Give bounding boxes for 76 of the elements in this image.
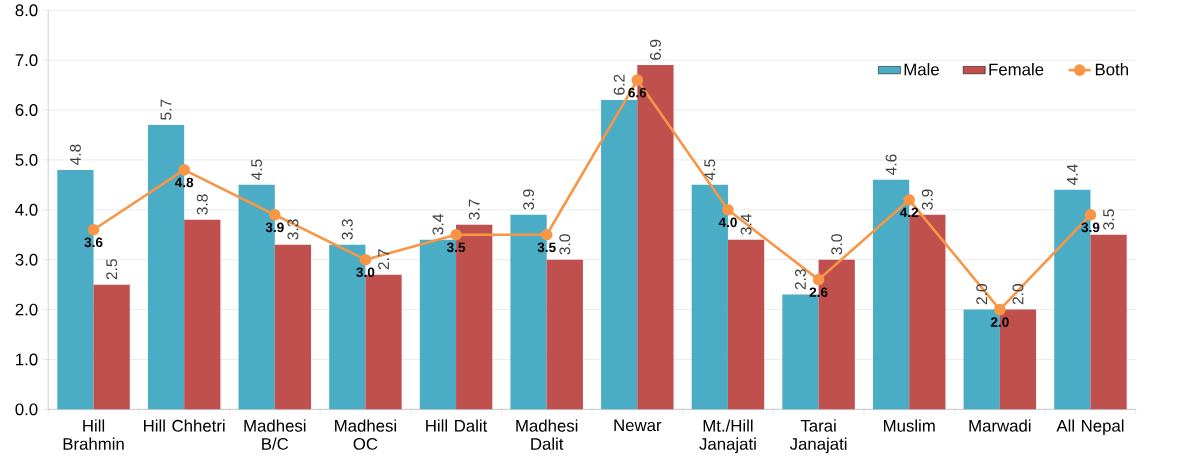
data-label: 4.6 bbox=[885, 154, 897, 175]
data-label: 3.4 bbox=[740, 213, 752, 235]
data-label: 2.6 bbox=[809, 287, 828, 297]
x-tick-label: Madhesi OC bbox=[335, 419, 397, 450]
y-tick-label: 6.0 bbox=[15, 103, 38, 116]
data-label: 2.3 bbox=[794, 268, 806, 290]
data-label: 3.7 bbox=[468, 199, 480, 220]
y-tick-label: 4.0 bbox=[15, 203, 38, 216]
x-tick-label: Madhesi B/C bbox=[244, 419, 306, 450]
legend-label: Both bbox=[1095, 62, 1128, 76]
y-tick-label: 3.0 bbox=[15, 253, 38, 266]
x-tick-label: Hill Dalit bbox=[426, 419, 488, 432]
data-label: 3.3 bbox=[341, 219, 353, 240]
data-label: 4.8 bbox=[174, 177, 194, 188]
point bbox=[903, 193, 916, 206]
bar bbox=[184, 219, 221, 410]
y-tick-label: 0.0 bbox=[15, 403, 38, 416]
point bbox=[631, 74, 644, 86]
point bbox=[1084, 208, 1097, 221]
data-label: 3.5 bbox=[446, 242, 466, 252]
x-tick-label: Hill Chhetri bbox=[144, 419, 225, 432]
legend-label: Male bbox=[904, 62, 939, 76]
data-label: 4.8 bbox=[69, 144, 81, 165]
bar bbox=[727, 239, 765, 410]
data-label: 3.9 bbox=[523, 189, 535, 210]
point bbox=[268, 208, 281, 221]
data-label: 3.5 bbox=[1103, 209, 1115, 230]
data-label: 3.0 bbox=[559, 233, 571, 255]
bar bbox=[93, 284, 130, 410]
x-tick-label: Muslim bbox=[884, 419, 935, 432]
bar bbox=[601, 99, 638, 410]
data-label: 3.0 bbox=[356, 267, 375, 277]
data-label: 3.8 bbox=[196, 194, 208, 215]
bar bbox=[274, 244, 312, 410]
y-tick-label: 8.0 bbox=[15, 4, 38, 16]
data-label: 2.0 bbox=[976, 283, 988, 305]
data-label: 6.9 bbox=[649, 39, 661, 60]
data-label: 3.9 bbox=[1081, 222, 1100, 232]
x-tick-label: Mt./Hill Janajati bbox=[699, 419, 756, 453]
point bbox=[178, 163, 190, 176]
legend-label: Female bbox=[989, 62, 1044, 76]
data-label: 6.2 bbox=[613, 74, 625, 95]
data-label: 2.5 bbox=[106, 258, 118, 280]
point bbox=[540, 228, 553, 241]
x-tick-label: Hill Brahmin bbox=[63, 419, 124, 450]
data-label: 2.7 bbox=[378, 249, 389, 270]
data-label: 3.6 bbox=[84, 237, 103, 247]
data-label: 3.3 bbox=[287, 219, 299, 240]
data-label: 4.4 bbox=[1067, 163, 1078, 185]
y-tick-label: 7.0 bbox=[15, 53, 38, 66]
y-tick-label: 1.0 bbox=[16, 353, 38, 366]
y-tick-label: 2.0 bbox=[15, 303, 38, 316]
data-label: 2.0 bbox=[990, 317, 1009, 327]
x-tick-label: Madhesi Dalit bbox=[516, 419, 578, 450]
data-label: 2.0 bbox=[1012, 283, 1024, 305]
y-tick-label: 5.0 bbox=[15, 153, 38, 166]
x-tick-label: Newar bbox=[614, 419, 662, 431]
data-label: 4.2 bbox=[899, 207, 919, 217]
data-label: 4.5 bbox=[251, 159, 263, 180]
data-label: 3.9 bbox=[265, 222, 284, 232]
data-label: 3.0 bbox=[831, 233, 843, 255]
point bbox=[359, 253, 372, 266]
data-label: 3.9 bbox=[921, 189, 933, 210]
x-tick-label: Tarai Janajati bbox=[789, 419, 847, 453]
bar bbox=[546, 259, 583, 410]
point bbox=[87, 223, 100, 236]
x-tick-label: All Nepal bbox=[1056, 419, 1124, 435]
point bbox=[812, 273, 825, 286]
point bbox=[994, 303, 1006, 316]
data-label: 5.7 bbox=[160, 99, 172, 120]
point bbox=[450, 228, 462, 241]
data-label: 3.4 bbox=[432, 213, 444, 235]
data-label: 4.5 bbox=[704, 159, 716, 180]
bar bbox=[1090, 234, 1127, 410]
point bbox=[722, 203, 734, 216]
x-tick-label: Marwadi bbox=[969, 419, 1031, 432]
